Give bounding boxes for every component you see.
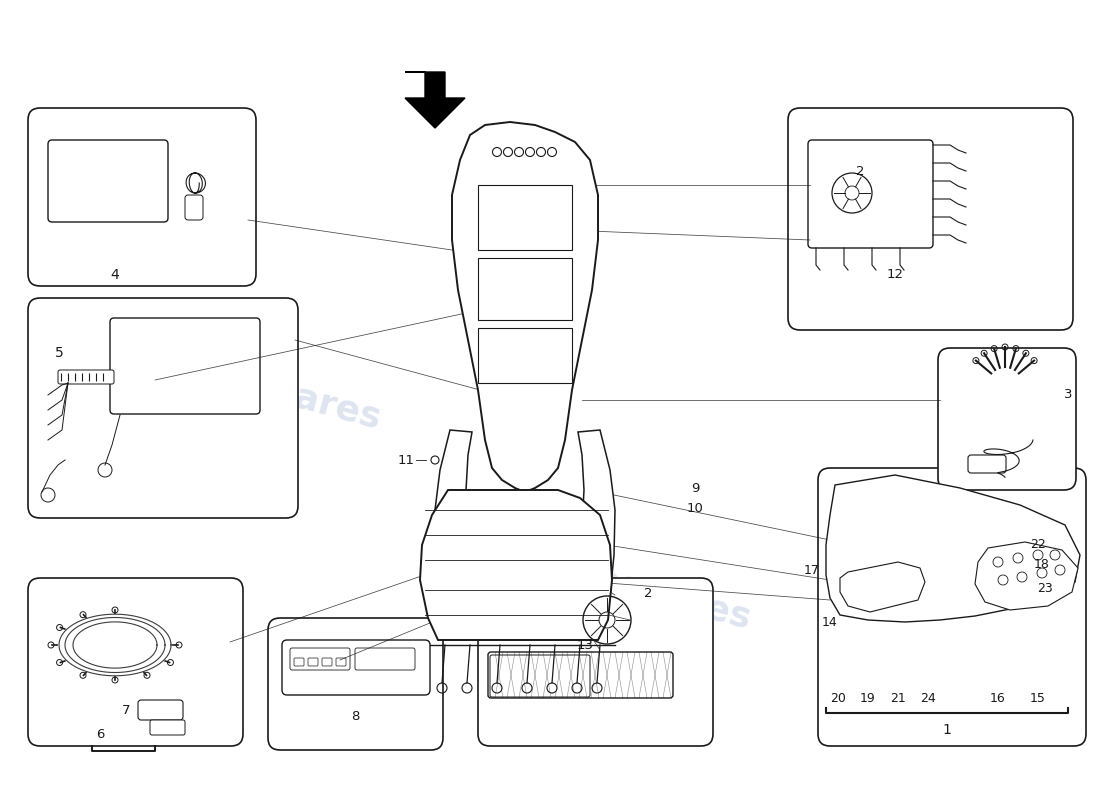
FancyBboxPatch shape: [458, 560, 518, 582]
FancyBboxPatch shape: [490, 655, 590, 697]
Text: 19: 19: [860, 691, 876, 705]
FancyBboxPatch shape: [308, 658, 318, 666]
Text: 14: 14: [822, 615, 838, 629]
FancyBboxPatch shape: [336, 658, 346, 666]
FancyBboxPatch shape: [887, 586, 899, 595]
Text: 23: 23: [1037, 582, 1053, 594]
FancyBboxPatch shape: [28, 108, 256, 286]
Text: 17: 17: [804, 563, 820, 577]
FancyBboxPatch shape: [28, 578, 243, 746]
FancyBboxPatch shape: [150, 720, 185, 735]
FancyBboxPatch shape: [884, 569, 896, 578]
Text: 8: 8: [351, 710, 360, 723]
FancyBboxPatch shape: [58, 370, 114, 384]
FancyBboxPatch shape: [185, 195, 204, 220]
FancyBboxPatch shape: [534, 575, 547, 585]
FancyBboxPatch shape: [488, 193, 502, 207]
Polygon shape: [478, 185, 572, 250]
Polygon shape: [452, 122, 598, 492]
FancyBboxPatch shape: [513, 213, 527, 227]
FancyBboxPatch shape: [818, 468, 1086, 746]
FancyBboxPatch shape: [788, 108, 1072, 330]
Text: 24: 24: [920, 691, 936, 705]
Text: 13: 13: [576, 639, 594, 652]
Text: 4: 4: [111, 268, 120, 282]
Polygon shape: [826, 475, 1080, 622]
FancyBboxPatch shape: [538, 193, 552, 207]
Text: 22: 22: [1030, 538, 1046, 551]
Polygon shape: [478, 258, 572, 320]
FancyBboxPatch shape: [488, 213, 502, 227]
FancyBboxPatch shape: [513, 550, 527, 560]
FancyBboxPatch shape: [282, 640, 430, 695]
FancyBboxPatch shape: [520, 560, 580, 582]
FancyBboxPatch shape: [503, 575, 517, 585]
FancyBboxPatch shape: [852, 592, 864, 601]
FancyBboxPatch shape: [938, 348, 1076, 490]
Text: 5: 5: [55, 346, 64, 360]
FancyBboxPatch shape: [268, 618, 443, 750]
Text: 9: 9: [691, 482, 700, 494]
Polygon shape: [975, 542, 1078, 610]
FancyBboxPatch shape: [453, 550, 468, 560]
Text: 1: 1: [943, 723, 951, 737]
FancyBboxPatch shape: [543, 550, 557, 560]
FancyBboxPatch shape: [322, 658, 332, 666]
Text: 2: 2: [856, 165, 865, 178]
Text: 7: 7: [121, 703, 130, 717]
Text: 21: 21: [890, 691, 906, 705]
FancyBboxPatch shape: [808, 140, 933, 248]
FancyBboxPatch shape: [870, 589, 882, 598]
Polygon shape: [578, 430, 615, 628]
FancyBboxPatch shape: [473, 575, 487, 585]
FancyBboxPatch shape: [138, 700, 183, 720]
FancyBboxPatch shape: [538, 213, 552, 227]
FancyBboxPatch shape: [900, 566, 912, 575]
Text: 2: 2: [644, 587, 652, 600]
Text: 15: 15: [1030, 691, 1046, 705]
Text: 20: 20: [830, 691, 846, 705]
Text: 3: 3: [1064, 389, 1072, 402]
FancyBboxPatch shape: [355, 648, 415, 670]
Polygon shape: [478, 328, 572, 383]
Text: eurospares: eurospares: [155, 344, 385, 436]
FancyBboxPatch shape: [290, 648, 350, 670]
Text: 6: 6: [96, 729, 104, 742]
Text: 11: 11: [398, 454, 415, 466]
FancyBboxPatch shape: [110, 318, 260, 414]
FancyBboxPatch shape: [866, 572, 878, 581]
FancyBboxPatch shape: [483, 550, 497, 560]
Text: 10: 10: [686, 502, 703, 514]
FancyBboxPatch shape: [294, 658, 304, 666]
Text: 18: 18: [1034, 558, 1049, 571]
Text: 16: 16: [990, 691, 1005, 705]
Polygon shape: [434, 430, 472, 628]
Text: eurospares: eurospares: [525, 544, 755, 636]
Text: 12: 12: [887, 268, 903, 281]
FancyBboxPatch shape: [968, 455, 1006, 473]
Polygon shape: [405, 72, 465, 128]
Polygon shape: [840, 562, 925, 612]
FancyBboxPatch shape: [48, 140, 168, 222]
FancyBboxPatch shape: [478, 578, 713, 746]
FancyBboxPatch shape: [513, 193, 527, 207]
FancyBboxPatch shape: [849, 576, 861, 585]
FancyBboxPatch shape: [488, 652, 673, 698]
Polygon shape: [420, 490, 612, 640]
FancyBboxPatch shape: [28, 298, 298, 518]
